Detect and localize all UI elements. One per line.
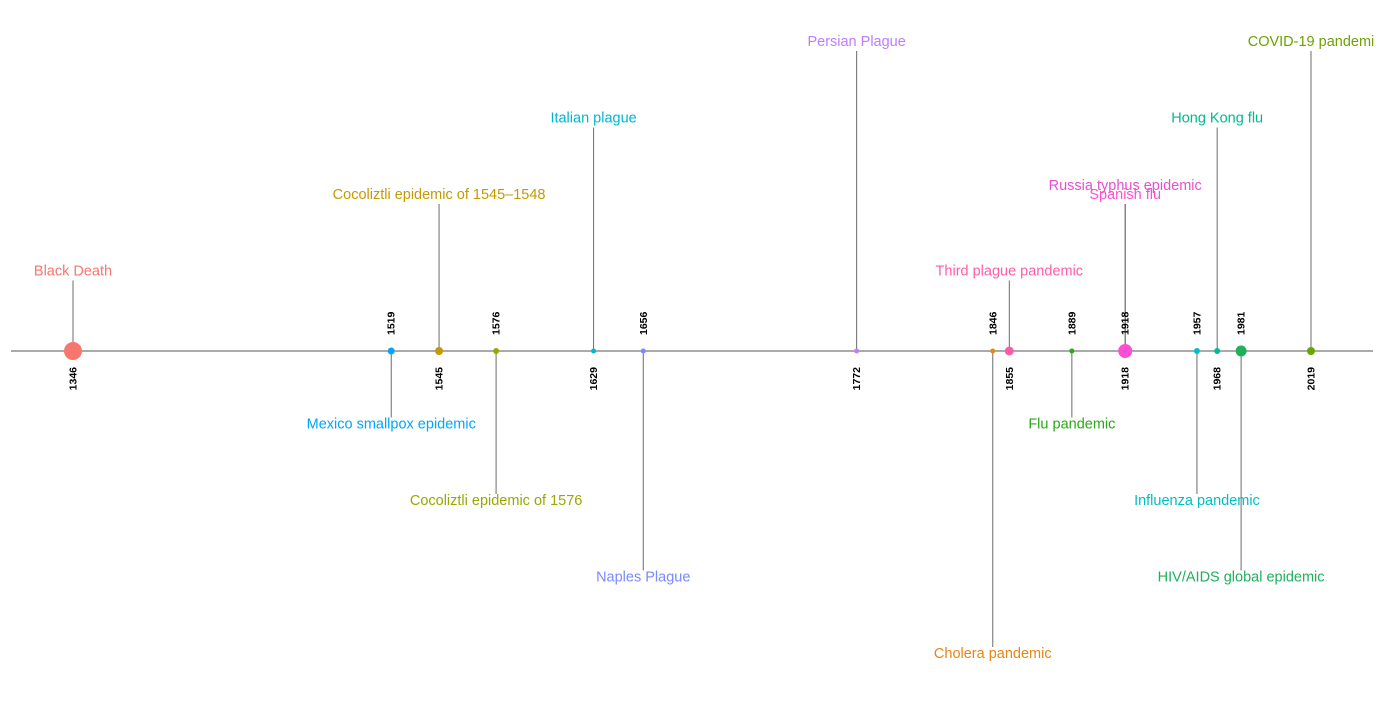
point-cocoliztli-epidemic-of-1545-1548	[435, 347, 444, 355]
event-label-hong-kong-flu: Hong Kong flu	[1171, 111, 1263, 127]
event-label-flu-pandemic: Flu pandemic	[1028, 417, 1115, 433]
point-black-death	[64, 342, 82, 360]
year-label-hiv-aids-global-epidemic: 1981	[1236, 311, 1248, 335]
point-cocoliztli-epidemic-of-1576	[493, 348, 500, 354]
point-mexico-smallpox-epidemic	[387, 347, 395, 355]
point-persian-plague	[854, 348, 860, 354]
event-label-cocoliztli-epidemic-of-1545-1548: Cocoliztli epidemic of 1545–1548	[333, 187, 546, 203]
event-label-persian-plague: Persian Plague	[807, 34, 905, 50]
event-label-cocoliztli-epidemic-of-1576: Cocoliztli epidemic of 1576	[410, 493, 582, 509]
year-label-covid-19-pandemi: 2019	[1306, 367, 1318, 391]
year-label-mexico-smallpox-epidemic: 1519	[386, 311, 398, 335]
point-third-plague-pandemic	[1004, 346, 1014, 356]
point-russia-typhus-epidemic	[1123, 349, 1128, 353]
point-hong-kong-flu	[1214, 348, 1221, 354]
event-stems	[72, 51, 1312, 647]
event-label-black-death: Black Death	[34, 264, 112, 280]
year-label-spanish-flu: 1918	[1120, 367, 1132, 391]
year-label-cocoliztli-epidemic-of-1545-1548: 1545	[434, 367, 446, 391]
event-labels: Black Death Mexico smallpox epidemic Cocol…	[34, 34, 1374, 662]
event-label-cholera-pandemic: Cholera pandemic	[934, 646, 1052, 662]
event-label-russia-typhus-epidemic: Russia typhus epidemic	[1049, 178, 1202, 194]
point-italian-plague	[591, 348, 597, 354]
year-labels: 1346 1519 1545 1576 1629 1656 1772 1846 1855 1889…	[68, 311, 1318, 390]
year-label-cholera-pandemic: 1846	[987, 311, 999, 335]
year-label-influenza-pandemic: 1957	[1191, 311, 1203, 335]
year-label-hong-kong-flu: 1968	[1212, 367, 1224, 391]
point-flu-pandemic	[1069, 348, 1075, 354]
year-label-persian-plague: 1772	[851, 367, 863, 391]
point-hiv-aids-global-epidemic	[1235, 345, 1247, 357]
year-label-flu-pandemic: 1889	[1066, 311, 1078, 335]
event-points	[64, 342, 1315, 360]
event-label-naples-plague: Naples Plague	[596, 570, 690, 586]
event-label-italian-plague: Italian plague	[550, 111, 636, 127]
year-label-third-plague-pandemic: 1855	[1004, 367, 1016, 391]
year-label-black-death: 1346	[68, 367, 80, 391]
point-naples-plague	[640, 348, 646, 354]
year-label-russia-typhus-epidemic: 1918	[1120, 311, 1132, 335]
event-label-covid-19-pandemi: COVID-19 pandemi	[1248, 34, 1375, 50]
event-label-influenza-pandemic: Influenza pandemic	[1134, 493, 1260, 509]
point-influenza-pandemic	[1193, 348, 1200, 354]
event-label-hiv-aids-global-epidemic: HIV/AIDS global epidemic	[1158, 570, 1325, 586]
year-label-naples-plague: 1656	[638, 311, 650, 335]
event-label-spanish-flu: Spanish flu	[1089, 187, 1161, 203]
year-label-italian-plague: 1629	[588, 367, 600, 391]
event-label-mexico-smallpox-epidemic: Mexico smallpox epidemic	[307, 417, 476, 433]
event-label-third-plague-pandemic: Third plague pandemic	[936, 264, 1084, 280]
point-covid-19-pandemi	[1307, 347, 1315, 355]
point-cholera-pandemic	[990, 348, 996, 354]
year-label-cocoliztli-epidemic-of-1576: 1576	[491, 311, 503, 335]
